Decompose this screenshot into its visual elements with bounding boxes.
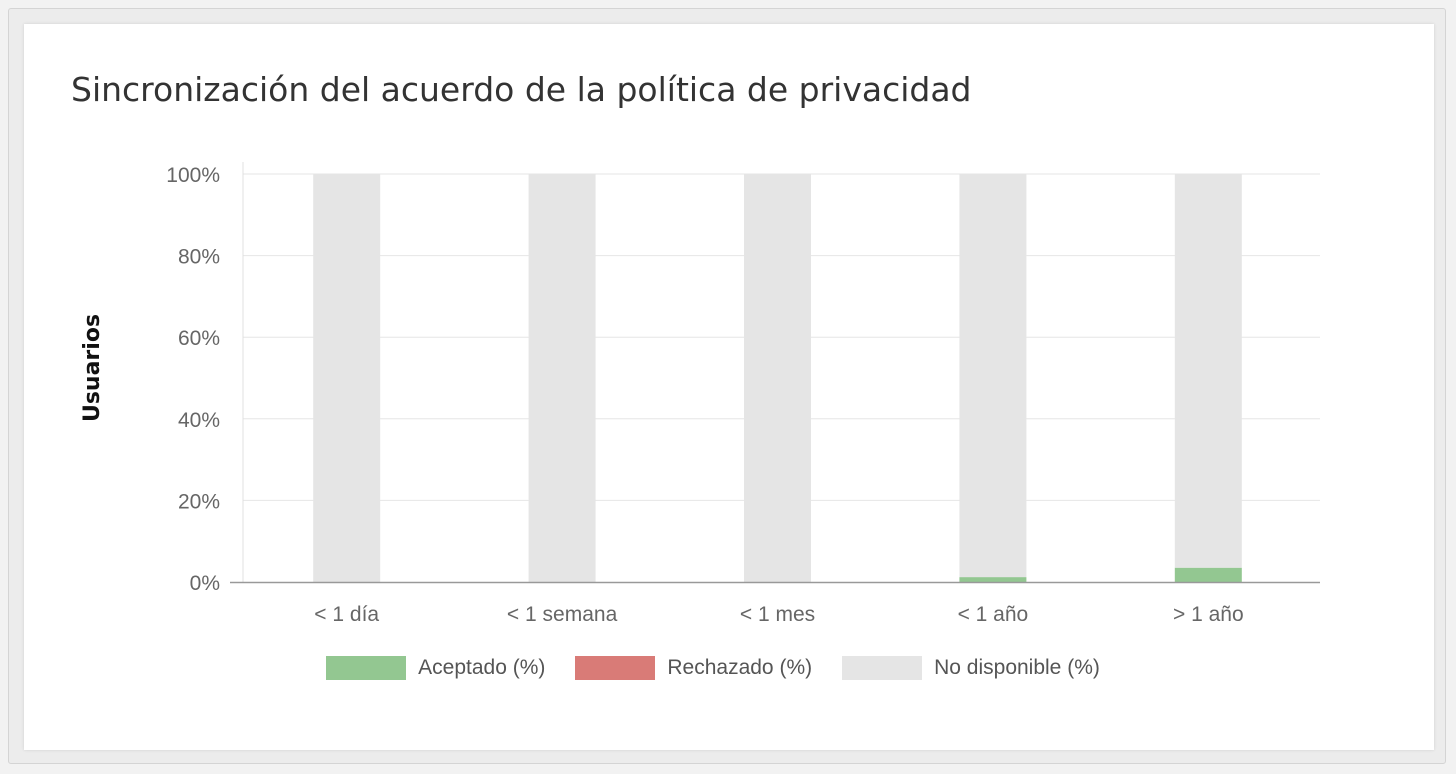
x-tick-label: > 1 año bbox=[1173, 603, 1244, 626]
x-tick-label: < 1 mes bbox=[740, 603, 815, 626]
y-tick-labels: 0% 20% 40% 60% 80% 100% bbox=[166, 164, 220, 595]
legend-swatch bbox=[326, 656, 407, 680]
bar-segment-no-disponible bbox=[313, 174, 381, 582]
x-tick-labels: < 1 día < 1 semana < 1 mes < 1 año > 1 año bbox=[314, 603, 1243, 626]
x-tick-label: < 1 semana bbox=[507, 603, 618, 626]
chart-title: Sincronización del acuerdo de la polític… bbox=[71, 70, 972, 109]
x-tick-label: < 1 día bbox=[314, 603, 379, 626]
y-tick-label: 100% bbox=[166, 164, 220, 187]
axes bbox=[230, 162, 1320, 584]
y-tick-label: 40% bbox=[178, 409, 220, 432]
legend: Aceptado (%) Rechazado (%) No disponible (… bbox=[0, 656, 1456, 680]
bar-segment-aceptado bbox=[959, 577, 1027, 582]
legend-swatch bbox=[575, 656, 656, 680]
legend-item-rechazado[interactable]: Rechazado (%) bbox=[575, 656, 832, 680]
legend-label: Aceptado (%) bbox=[418, 656, 546, 679]
bar-segment-aceptado bbox=[1174, 567, 1242, 582]
y-axis-label: Usuarios bbox=[80, 314, 105, 422]
legend-swatch bbox=[842, 656, 923, 680]
legend-item-no-disponible[interactable]: No disponible (%) bbox=[842, 656, 1120, 680]
bar-segment-no-disponible bbox=[744, 174, 811, 582]
bars bbox=[313, 174, 1242, 582]
y-tick-label: 80% bbox=[178, 246, 220, 269]
legend-label: No disponible (%) bbox=[934, 656, 1100, 679]
y-tick-label: 60% bbox=[178, 327, 220, 350]
legend-label: Rechazado (%) bbox=[667, 656, 813, 679]
bar-segment-no-disponible bbox=[1174, 174, 1242, 568]
y-tick-label: 0% bbox=[190, 572, 220, 595]
y-tick-label: 20% bbox=[178, 490, 220, 513]
x-tick-label: < 1 año bbox=[958, 603, 1029, 626]
legend-item-aceptado[interactable]: Aceptado (%) bbox=[326, 656, 565, 680]
bar-segment-no-disponible bbox=[528, 174, 596, 582]
bar-segment-no-disponible bbox=[959, 174, 1027, 578]
